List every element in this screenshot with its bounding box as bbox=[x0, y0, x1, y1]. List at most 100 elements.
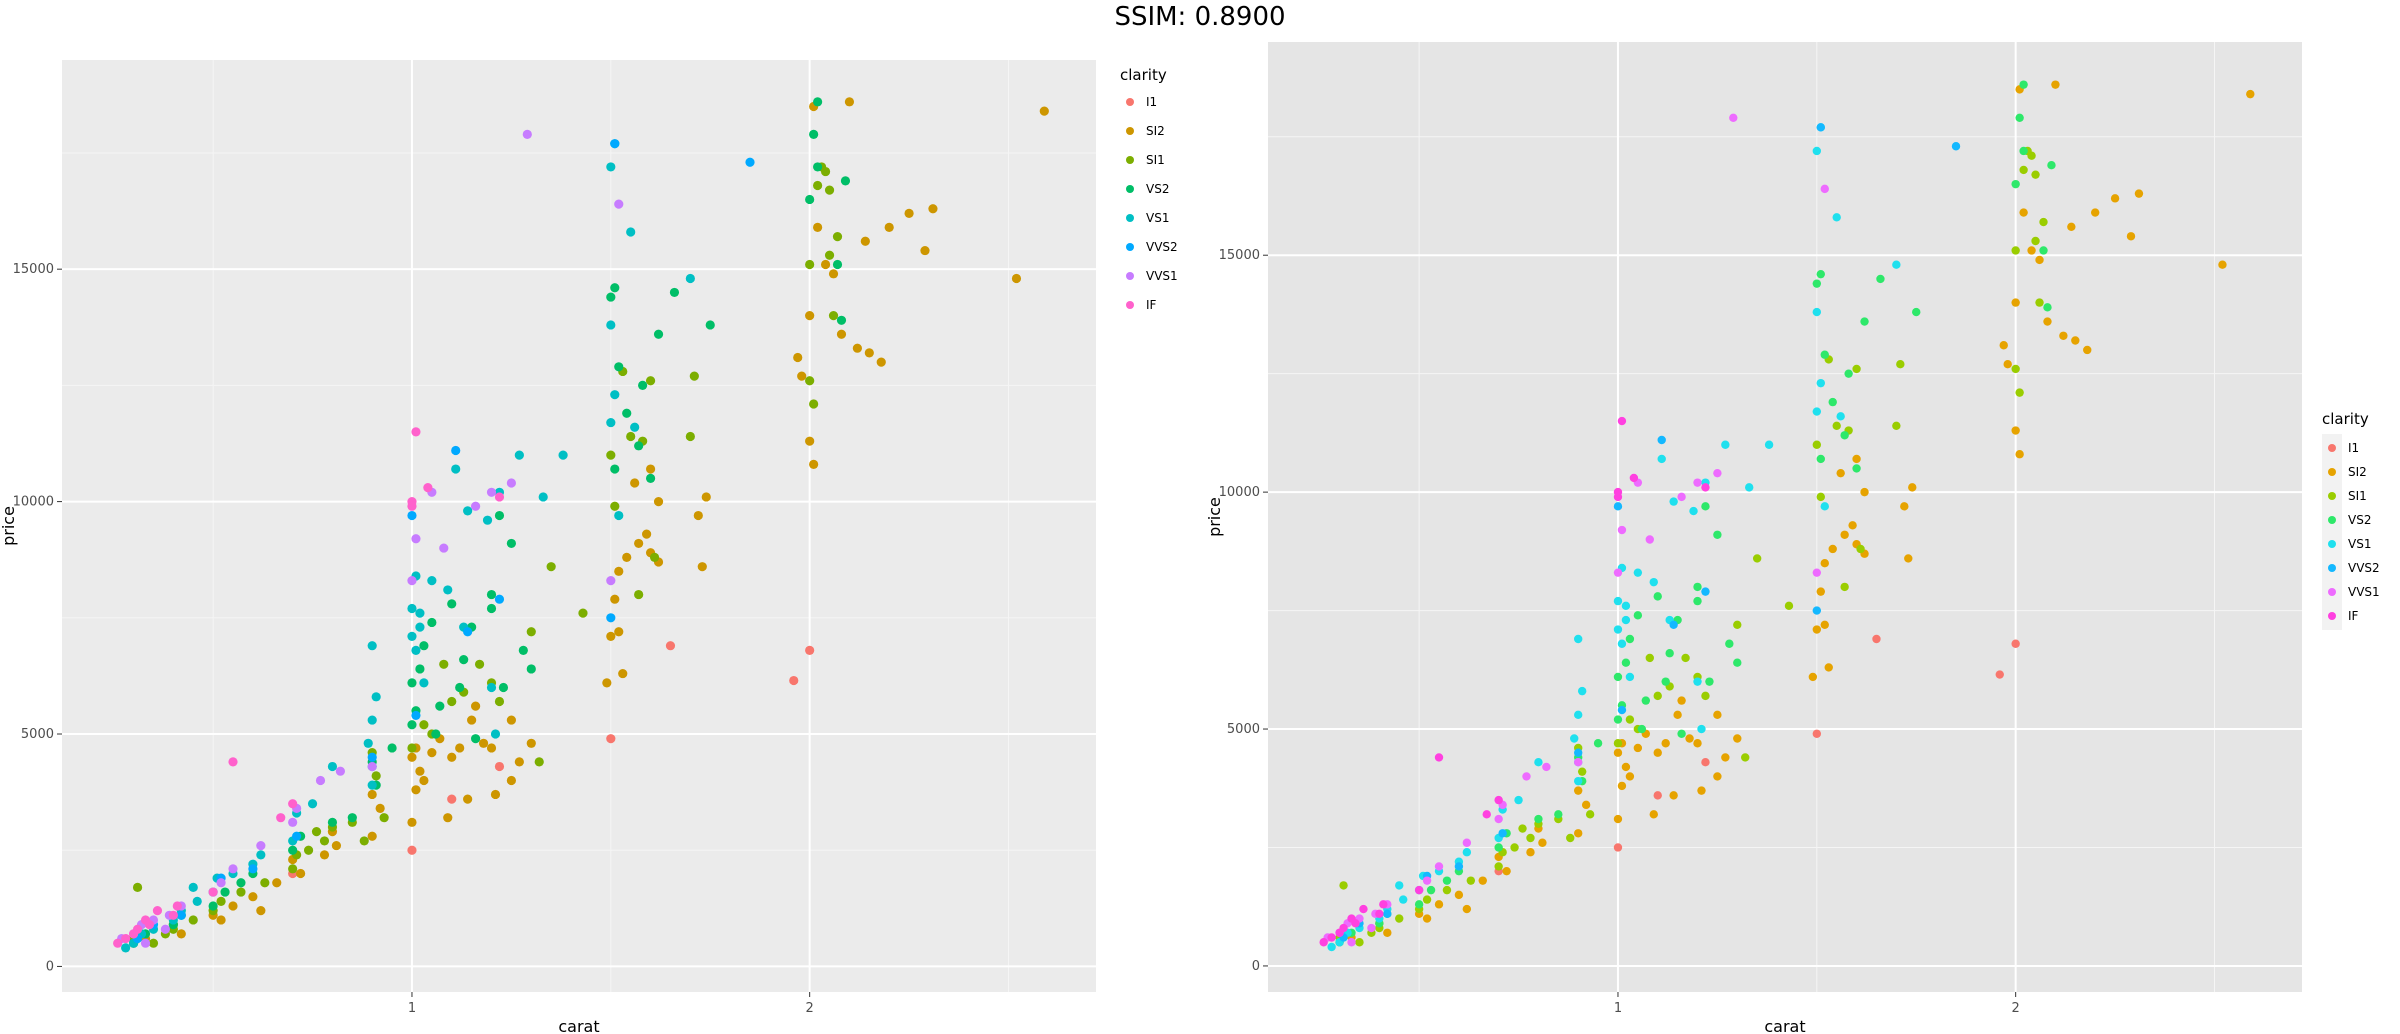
point-si1 bbox=[188, 915, 198, 925]
point-vs1 bbox=[1570, 734, 1579, 743]
legend-key-i1 bbox=[2328, 444, 2336, 452]
point-si1 bbox=[610, 501, 620, 511]
point-vs2 bbox=[506, 538, 516, 549]
point-si2 bbox=[1478, 876, 1487, 885]
point-si2 bbox=[216, 915, 226, 925]
point-vvs1 bbox=[1574, 757, 1583, 767]
point-if bbox=[113, 938, 123, 948]
point-si2 bbox=[1904, 554, 1913, 563]
point-si2 bbox=[614, 566, 624, 576]
point-si1 bbox=[1613, 739, 1623, 748]
point-vs1 bbox=[1514, 795, 1523, 805]
point-vs2 bbox=[486, 589, 497, 600]
point-vs2 bbox=[407, 720, 417, 730]
legend-label-si1: SI1 bbox=[1146, 153, 1165, 167]
point-si2 bbox=[1574, 829, 1583, 838]
point-vs1 bbox=[1649, 577, 1658, 587]
point-si2 bbox=[514, 757, 524, 767]
point-vs2 bbox=[622, 408, 632, 418]
point-vs1 bbox=[1820, 502, 1829, 511]
point-si2 bbox=[1462, 904, 1472, 914]
point-vs1 bbox=[407, 603, 417, 614]
point-vvs1 bbox=[256, 840, 266, 851]
point-if bbox=[1351, 919, 1360, 928]
point-vs2 bbox=[288, 845, 298, 855]
point-vs2 bbox=[327, 817, 338, 827]
point-vs2 bbox=[1613, 672, 1623, 682]
point-si2 bbox=[2011, 298, 2020, 307]
point-si1 bbox=[2039, 217, 2048, 227]
point-vs2 bbox=[1661, 677, 1670, 686]
point-if bbox=[1327, 933, 1336, 942]
point-vs1 bbox=[1462, 848, 1472, 857]
point-vs1 bbox=[411, 645, 421, 655]
legend-key-si2 bbox=[1126, 127, 1134, 135]
point-si1 bbox=[319, 836, 330, 846]
point-si1 bbox=[494, 696, 505, 707]
legend-label-si2: SI2 bbox=[2348, 465, 2367, 479]
point-si2 bbox=[860, 236, 870, 246]
point-i1 bbox=[407, 845, 417, 855]
point-vs2 bbox=[610, 464, 620, 474]
figure-title: SSIM: 0.8900 bbox=[1114, 2, 1286, 32]
point-si1 bbox=[1355, 938, 1364, 947]
point-si2 bbox=[455, 743, 465, 753]
point-si2 bbox=[793, 352, 803, 363]
y-tick-label: 15000 bbox=[1219, 248, 1260, 263]
point-si2 bbox=[836, 329, 847, 339]
point-vs2 bbox=[431, 729, 441, 739]
point-si2 bbox=[2043, 317, 2052, 326]
point-si1 bbox=[1896, 359, 1905, 369]
point-vvs2 bbox=[1812, 606, 1822, 615]
point-si2 bbox=[864, 348, 874, 358]
points-layer bbox=[1319, 80, 2255, 952]
point-vvs2 bbox=[1951, 142, 1961, 151]
point-vvs1 bbox=[1522, 772, 1531, 781]
point-si2 bbox=[478, 738, 489, 748]
point-si2 bbox=[1526, 848, 1535, 857]
x-tick-label: 2 bbox=[806, 1001, 814, 1016]
point-vs2 bbox=[1426, 885, 1436, 895]
point-vs2 bbox=[840, 176, 851, 186]
point-si1 bbox=[1395, 914, 1404, 923]
point-vs1 bbox=[463, 506, 473, 516]
point-si1 bbox=[474, 659, 485, 669]
point-vs2 bbox=[1725, 639, 1734, 648]
point-si2 bbox=[805, 311, 815, 321]
point-si2 bbox=[920, 245, 930, 256]
point-vs1 bbox=[1399, 895, 1408, 904]
point-vs1 bbox=[1836, 412, 1845, 421]
point-vvs1 bbox=[1422, 876, 1432, 885]
point-si2 bbox=[2027, 246, 2036, 255]
point-si2 bbox=[1999, 341, 2008, 350]
point-if bbox=[208, 887, 218, 897]
point-si1 bbox=[1701, 691, 1710, 701]
point-si1 bbox=[1510, 843, 1519, 852]
point-si1 bbox=[1741, 753, 1750, 762]
point-vvs1 bbox=[160, 924, 170, 934]
point-si1 bbox=[685, 431, 695, 442]
point-vs2 bbox=[387, 743, 397, 753]
legend-key-if bbox=[1126, 301, 1134, 309]
point-vs1 bbox=[482, 515, 493, 525]
point-si2 bbox=[602, 678, 612, 688]
point-si2 bbox=[618, 668, 628, 679]
point-vs2 bbox=[832, 259, 843, 270]
point-vvs2 bbox=[1574, 748, 1583, 757]
point-vs2 bbox=[813, 97, 823, 107]
point-si1 bbox=[359, 836, 369, 846]
point-si2 bbox=[506, 775, 516, 786]
point-si1 bbox=[626, 431, 636, 442]
point-si1 bbox=[2011, 246, 2020, 255]
point-vs1 bbox=[558, 450, 568, 460]
point-vs1 bbox=[1812, 146, 1822, 156]
point-vs2 bbox=[653, 329, 664, 339]
point-si1 bbox=[689, 371, 699, 381]
point-if bbox=[1482, 810, 1491, 819]
point-if bbox=[494, 492, 505, 502]
point-si2 bbox=[1816, 587, 1825, 596]
point-si2 bbox=[797, 371, 807, 381]
point-si2 bbox=[490, 789, 501, 800]
point-si1 bbox=[649, 552, 660, 562]
point-vs1 bbox=[1574, 710, 1583, 720]
